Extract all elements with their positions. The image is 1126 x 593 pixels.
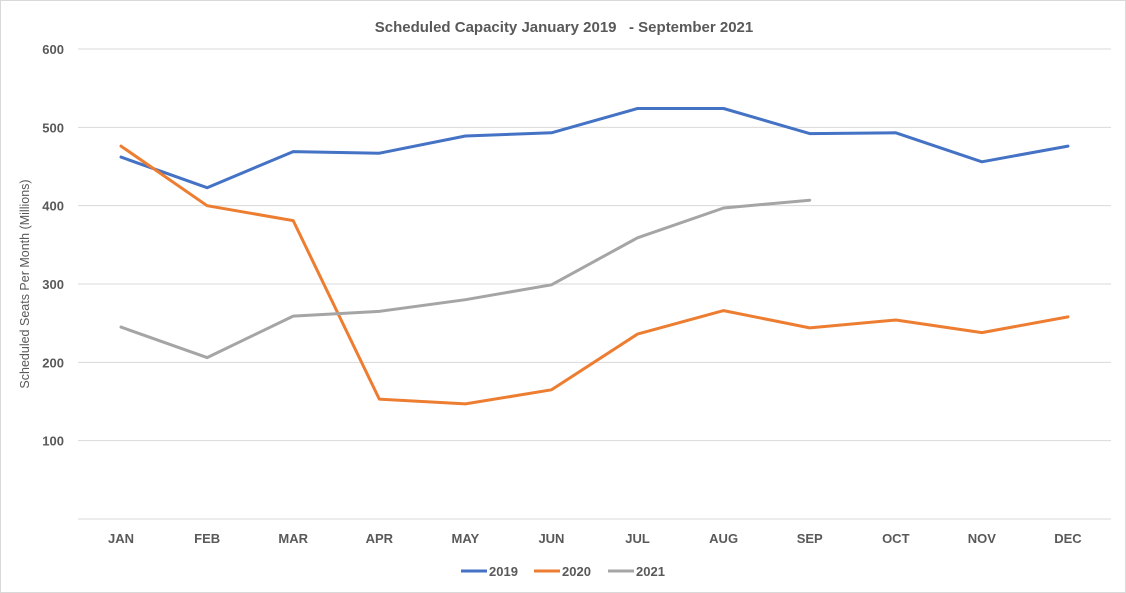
y-tick-label: 200 xyxy=(42,355,64,370)
x-tick-label: JAN xyxy=(108,531,134,546)
x-axis-ticks: JAN FEB MAR APR MAY JUN JUL AUG SEP OCT NOV DEC xyxy=(108,531,1082,546)
x-tick-label: APR xyxy=(366,531,394,546)
series-lines xyxy=(119,107,1070,406)
y-tick-label: 500 xyxy=(42,120,64,135)
series-line-2020 xyxy=(119,144,1070,406)
legend: 2019 2020 2021 xyxy=(461,564,665,579)
series-line-2019 xyxy=(119,107,1070,190)
gridlines xyxy=(78,48,1111,520)
y-tick-label: 400 xyxy=(42,199,64,214)
x-tick-label: SEP xyxy=(797,531,823,546)
legend-label-2021: 2021 xyxy=(636,564,665,579)
x-tick-label: JUL xyxy=(625,531,650,546)
x-tick-label: DEC xyxy=(1054,531,1082,546)
x-tick-label: FEB xyxy=(194,531,220,546)
legend-label-2019: 2019 xyxy=(489,564,518,579)
chart-title: Scheduled Capacity January 2019 - Septem… xyxy=(375,19,754,36)
series-line-2021 xyxy=(119,198,812,360)
y-tick-label: 100 xyxy=(42,434,64,449)
legend-label-2020: 2020 xyxy=(562,564,591,579)
y-axis-label: Scheduled Seats Per Month (Millions) xyxy=(18,179,32,388)
x-tick-label: OCT xyxy=(882,531,910,546)
x-tick-label: AUG xyxy=(709,531,738,546)
y-axis-ticks: 100 200 300 400 500 600 xyxy=(42,42,64,449)
x-tick-label: MAR xyxy=(278,531,308,546)
x-tick-label: NOV xyxy=(968,531,997,546)
y-tick-label: 300 xyxy=(42,277,64,292)
y-tick-label: 600 xyxy=(42,42,64,57)
x-tick-label: MAY xyxy=(452,531,480,546)
x-tick-label: JUN xyxy=(538,531,564,546)
